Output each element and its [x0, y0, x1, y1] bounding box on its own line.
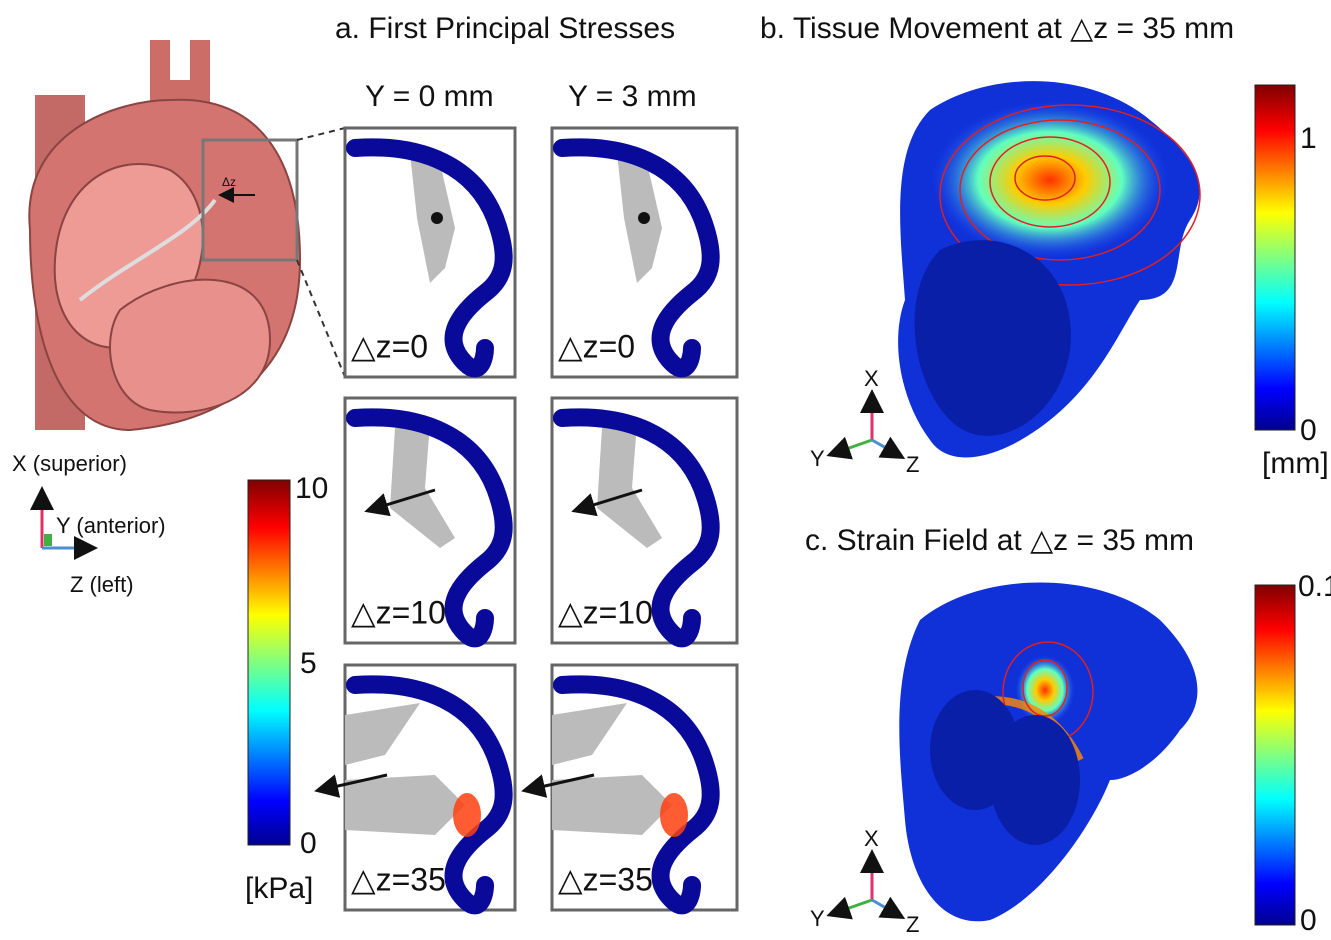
- shape: [930, 100, 1170, 260]
- inset-label: Δz: [222, 175, 236, 189]
- colorbar-tick: 0: [1300, 904, 1317, 937]
- axis-label: Z: [906, 912, 919, 937]
- panel-label: △z=0: [558, 328, 635, 364]
- shape: [44, 534, 52, 546]
- panel-label: △z=0: [351, 328, 428, 364]
- stress-panels: △z=0 △z=0 △z=10 △z=10 △z=35 △z=35: [320, 128, 737, 910]
- axis-triads: X Y Z X Y Z: [810, 366, 919, 937]
- colorbar-tick: 10: [295, 472, 328, 505]
- colorbar-tick: 0: [1300, 414, 1317, 447]
- axis-label: Z: [906, 452, 919, 477]
- colorbar-tick: 1: [1300, 122, 1317, 155]
- marker-dot: [431, 212, 443, 224]
- axis-label: Z (left): [70, 572, 134, 597]
- panel-title: a. First Principal Stresses: [335, 12, 675, 45]
- shape: [248, 480, 290, 845]
- stress-panel: △z=35: [320, 665, 515, 910]
- strain-field-render: [899, 583, 1197, 922]
- stress-panel: △z=35: [527, 665, 737, 910]
- column-label: Y = 0 mm: [365, 80, 494, 113]
- panel-label: △z=10: [558, 594, 653, 630]
- shape: [990, 715, 1080, 845]
- shape: [110, 280, 270, 413]
- axis-label: Y (anterior): [56, 513, 166, 538]
- tissue-movement-render: [898, 81, 1200, 457]
- colorbar-tick: 0: [300, 827, 317, 860]
- panel-title: c. Strain Field at △z = 35 mm: [805, 524, 1194, 557]
- marker-dot: [638, 212, 650, 224]
- tissue-colorbar: 1 0 [mm]: [1255, 85, 1329, 480]
- shape: [1255, 585, 1295, 925]
- axis-arrow: [872, 440, 900, 456]
- stress-hotspot: [660, 793, 688, 837]
- axis-label: X: [864, 826, 879, 851]
- axis-arrow: [832, 900, 872, 914]
- stress-colorbar: 10 5 0 [kPa]: [245, 472, 328, 905]
- colorbar-tick: 0.1: [1298, 570, 1331, 603]
- figure: Δz X (superior) Y (anterior) Z (left) a.…: [0, 0, 1331, 940]
- axis-label: X (superior): [12, 451, 127, 476]
- axis-label: Y: [810, 446, 825, 471]
- shape: [1255, 85, 1295, 430]
- heart-axes: X (superior) Y (anterior) Z (left): [12, 451, 166, 597]
- axis-label: Y: [810, 906, 825, 931]
- shape: [297, 128, 345, 140]
- axis-arrow: [832, 440, 872, 454]
- panel-title: b. Tissue Movement at △z = 35 mm: [760, 12, 1234, 45]
- axis-arrow: [872, 900, 900, 916]
- column-label: Y = 3 mm: [568, 80, 697, 113]
- stress-hotspot: [453, 793, 481, 837]
- panel-label: △z=35: [558, 861, 653, 897]
- stress-panel: △z=10: [552, 398, 737, 643]
- stress-panel: △z=10: [345, 398, 515, 643]
- page: {"panel_a": {"title": "a. First Principa…: [0, 0, 1331, 940]
- body: Δz X (superior) Y (anterior) Z (left) a.…: [0, 0, 1331, 940]
- panel-label: △z=35: [351, 861, 446, 897]
- axis-label: X: [864, 366, 879, 391]
- strain-colorbar: 0.1 0: [1255, 570, 1331, 937]
- colorbar-tick: 5: [300, 647, 317, 680]
- stress-panel: △z=0: [552, 128, 737, 377]
- stress-panel: △z=0: [345, 128, 515, 377]
- panel-label: △z=10: [351, 594, 446, 630]
- heart-illustration: Δz: [29, 40, 345, 430]
- colorbar-unit: [mm]: [1262, 447, 1329, 480]
- colorbar-unit: [kPa]: [245, 872, 313, 905]
- shape: [297, 260, 345, 377]
